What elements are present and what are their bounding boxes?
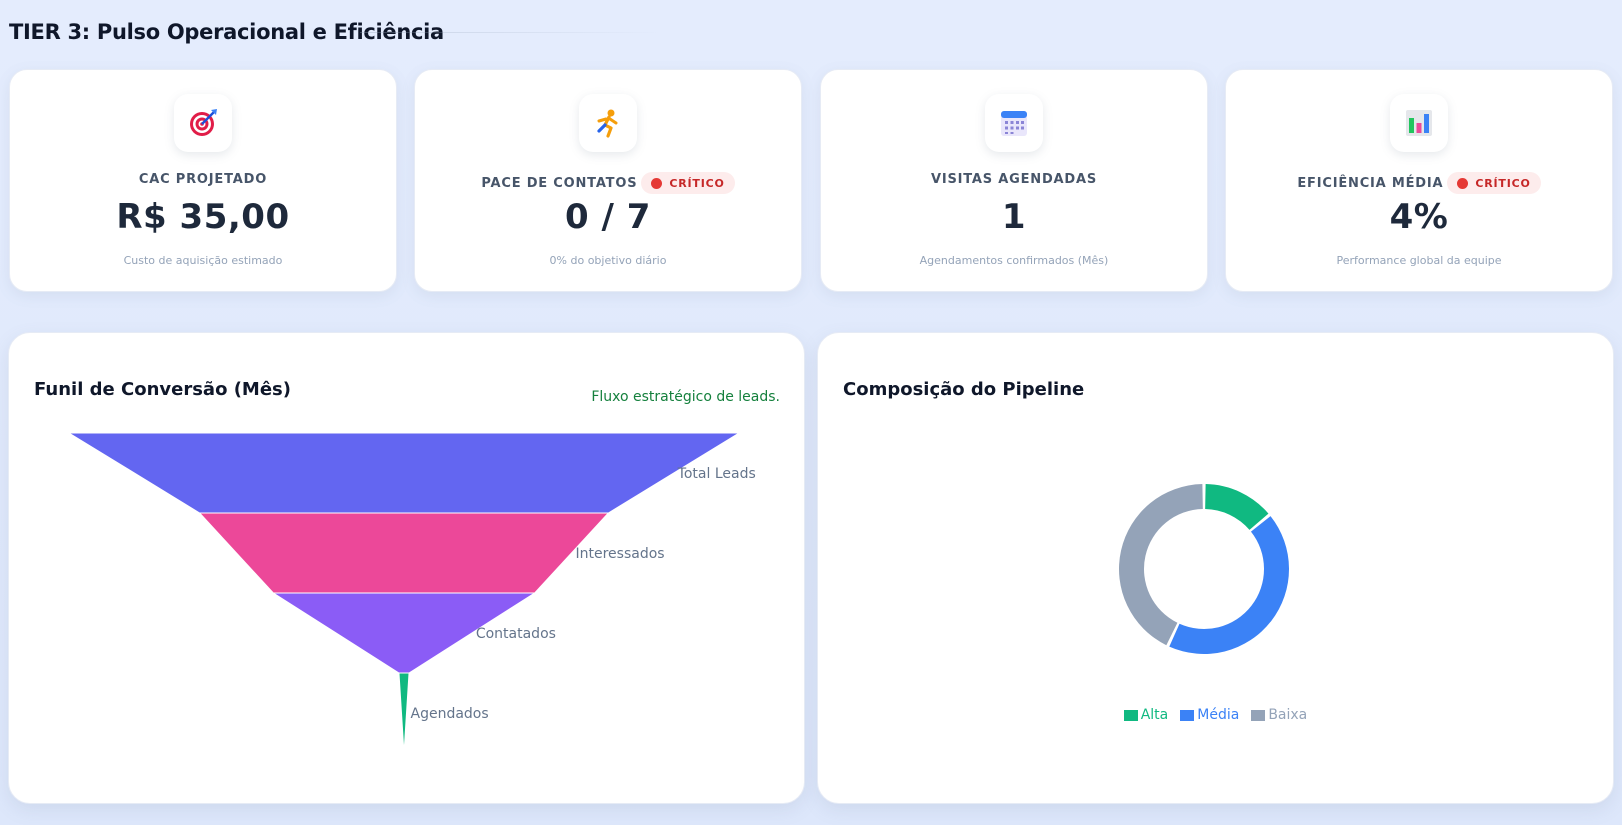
legend-swatch (1180, 709, 1195, 721)
critical-dot-icon (651, 177, 663, 189)
donut-slice-alta[interactable] (1205, 484, 1269, 530)
kpi-card-efficiency: EFICIÊNCIA MÉDIA CRÍTICO 4% Performance … (1225, 69, 1613, 292)
kpi-label: EFICIÊNCIA MÉDIA (1297, 175, 1444, 191)
section-title: TIER 3: Pulso Operacional e Eficiência (9, 20, 444, 44)
kpi-subtitle: Agendamentos confirmados (Mês) (919, 254, 1109, 267)
legend-swatch (1123, 709, 1138, 721)
legend-label: Média (1197, 707, 1240, 723)
funnel-stage-label: Agendados (411, 706, 489, 722)
legend-item[interactable]: Baixa (1251, 707, 1307, 723)
badge-text: CRÍTICO (1475, 176, 1531, 190)
badge-text: CRÍTICO (669, 176, 725, 190)
legend-item[interactable]: Alta (1123, 707, 1169, 723)
critical-badge: CRÍTICO (641, 172, 735, 194)
runner-icon (579, 94, 637, 152)
kpi-card-visits: VISITAS AGENDADAS 1 Agendamentos confirm… (820, 69, 1208, 292)
funnel-stage-0[interactable] (67, 432, 741, 514)
pipeline-panel-title: Composição do Pipeline (843, 379, 1085, 400)
kpi-value: R$ 35,00 (116, 197, 290, 237)
bar-chart-icon (1390, 94, 1448, 152)
calendar-icon (985, 94, 1043, 152)
kpi-label: CAC PROJETADO (138, 172, 268, 187)
kpi-value: 1 (1001, 197, 1027, 237)
legend-swatch (1251, 709, 1266, 721)
funnel-stage-label: Total Leads (677, 466, 756, 482)
funnel-panel: Funil de Conversão (Mês) Fluxo estratégi… (8, 332, 805, 804)
donut-slice-média[interactable] (1169, 516, 1289, 655)
kpi-value: 0 / 7 (565, 197, 651, 237)
critical-badge: CRÍTICO (1447, 172, 1541, 194)
legend-item[interactable]: Média (1180, 707, 1239, 723)
pipeline-legend: Alta Média Baixa (818, 707, 1613, 723)
kpi-label: VISITAS AGENDADAS (930, 172, 1098, 187)
kpi-subtitle: Custo de aquisição estimado (123, 254, 283, 267)
funnel-panel-title: Funil de Conversão (Mês) (34, 379, 291, 400)
funnel-stage-3[interactable] (398, 672, 410, 754)
legend-label: Baixa (1268, 707, 1308, 723)
kpi-label: PACE DE CONTATOS (481, 175, 638, 191)
title-divider (360, 32, 660, 33)
donut-slice-baixa[interactable] (1119, 484, 1203, 646)
pipeline-panel: Composição do Pipeline Alta Média Baixa (817, 332, 1614, 804)
kpi-value: 4% (1389, 197, 1449, 237)
kpi-subtitle: Performance global da equipe (1336, 254, 1502, 267)
funnel-panel-subtitle: Fluxo estratégico de leads. (591, 389, 780, 405)
pipeline-donut-chart (1119, 484, 1289, 655)
kpi-card-pace: PACE DE CONTATOS CRÍTICO 0 / 7 0% do obj… (414, 69, 802, 292)
target-icon (174, 94, 232, 152)
funnel-stage-label: Interessados (576, 546, 665, 562)
funnel-chart: Total Leads Interessados Contatados Agendad… (67, 432, 756, 754)
critical-dot-icon (1457, 177, 1469, 189)
kpi-subtitle: 0% do objetivo diário (549, 254, 667, 267)
funnel-stage-1[interactable] (198, 512, 610, 594)
legend-label: Alta (1140, 707, 1169, 723)
kpi-card-cac: CAC PROJETADO R$ 35,00 Custo de aquisiçã… (9, 69, 397, 292)
funnel-stage-label: Contatados (476, 626, 556, 642)
